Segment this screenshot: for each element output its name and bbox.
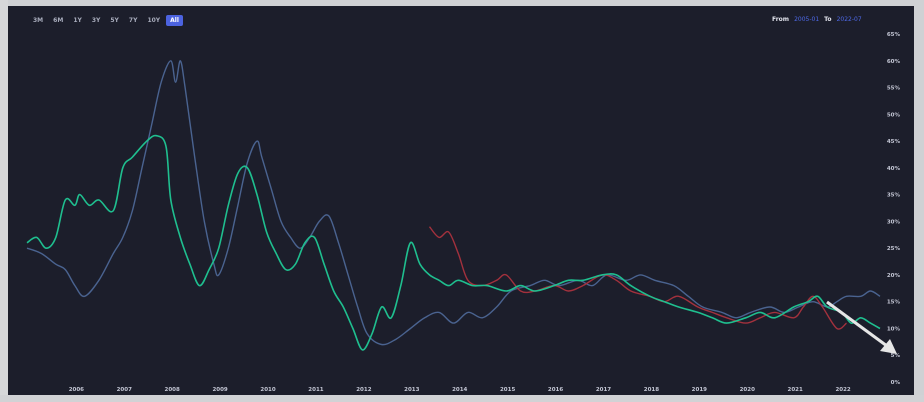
range-button-all[interactable]: All bbox=[166, 15, 183, 26]
series-line-1 bbox=[26, 134, 881, 351]
left-edge bbox=[0, 0, 8, 402]
y-tick-label: 45% bbox=[887, 139, 901, 145]
range-button-6m[interactable]: 6M bbox=[49, 15, 67, 26]
bottom-edge bbox=[0, 395, 924, 402]
y-tick-label: 20% bbox=[887, 273, 901, 279]
y-tick-label: 25% bbox=[887, 246, 901, 252]
range-button-1y[interactable]: 1Y bbox=[69, 15, 86, 26]
x-tick-label: 2019 bbox=[692, 387, 707, 393]
x-tick-label: 2020 bbox=[740, 387, 755, 393]
y-axis: 0% 5% 10% 15% 20% 25% 30% 35% 40% 45% 50% 55% 60% 65% bbox=[887, 32, 901, 386]
x-tick-label: 2008 bbox=[165, 387, 180, 393]
x-tick-label: 2018 bbox=[644, 387, 659, 393]
x-tick-label: 2006 bbox=[69, 387, 84, 393]
x-tick-label: 2010 bbox=[260, 387, 275, 393]
arrow-shaft bbox=[826, 300, 888, 348]
range-button-5y[interactable]: 5Y bbox=[106, 15, 123, 26]
trend-arrow bbox=[826, 300, 897, 354]
y-tick-label: 35% bbox=[887, 193, 901, 199]
y-tick-label: 5% bbox=[891, 353, 901, 359]
y-tick-label: 15% bbox=[887, 300, 901, 306]
x-tick-label: 2011 bbox=[308, 387, 323, 393]
range-button-3m[interactable]: 3M bbox=[29, 15, 47, 26]
y-tick-label: 60% bbox=[887, 59, 901, 65]
arrow-head bbox=[880, 339, 897, 354]
to-label: To bbox=[824, 16, 832, 23]
series-line-0 bbox=[26, 60, 881, 346]
from-label: From bbox=[772, 16, 790, 23]
y-tick-label: 0% bbox=[891, 380, 901, 386]
range-button-7y[interactable]: 7Y bbox=[125, 15, 142, 26]
date-range-selector: From 2005-01 To 2022-07 bbox=[772, 16, 862, 23]
y-tick-label: 55% bbox=[887, 86, 901, 92]
range-button-3y[interactable]: 3Y bbox=[88, 15, 105, 26]
x-tick-label: 2009 bbox=[212, 387, 227, 393]
y-tick-label: 65% bbox=[887, 32, 901, 38]
from-date-input[interactable]: 2005-01 bbox=[794, 16, 820, 23]
y-tick-label: 50% bbox=[887, 112, 901, 118]
x-tick-label: 2013 bbox=[404, 387, 419, 393]
x-axis: 2006 2007 2008 2009 2010 2011 2012 2013 2014 2015… bbox=[69, 387, 851, 393]
chart-panel bbox=[8, 6, 914, 395]
x-tick-label: 2007 bbox=[117, 387, 132, 393]
to-date-input[interactable]: 2022-07 bbox=[836, 16, 862, 23]
series-layer bbox=[26, 60, 881, 351]
y-tick-label: 30% bbox=[887, 219, 901, 225]
x-tick-label: 2015 bbox=[500, 387, 515, 393]
range-button-10y[interactable]: 10Y bbox=[143, 15, 164, 26]
y-tick-label: 10% bbox=[887, 326, 901, 332]
x-tick-label: 2021 bbox=[788, 387, 803, 393]
y-tick-label: 40% bbox=[887, 166, 901, 172]
range-selector: 3M 6M 1Y 3Y 5Y 7Y 10Y All bbox=[29, 15, 183, 26]
x-tick-label: 2016 bbox=[548, 387, 563, 393]
x-tick-label: 2012 bbox=[356, 387, 371, 393]
x-tick-label: 2014 bbox=[452, 387, 467, 393]
x-tick-label: 2017 bbox=[596, 387, 611, 393]
x-tick-label: 2022 bbox=[835, 387, 850, 393]
